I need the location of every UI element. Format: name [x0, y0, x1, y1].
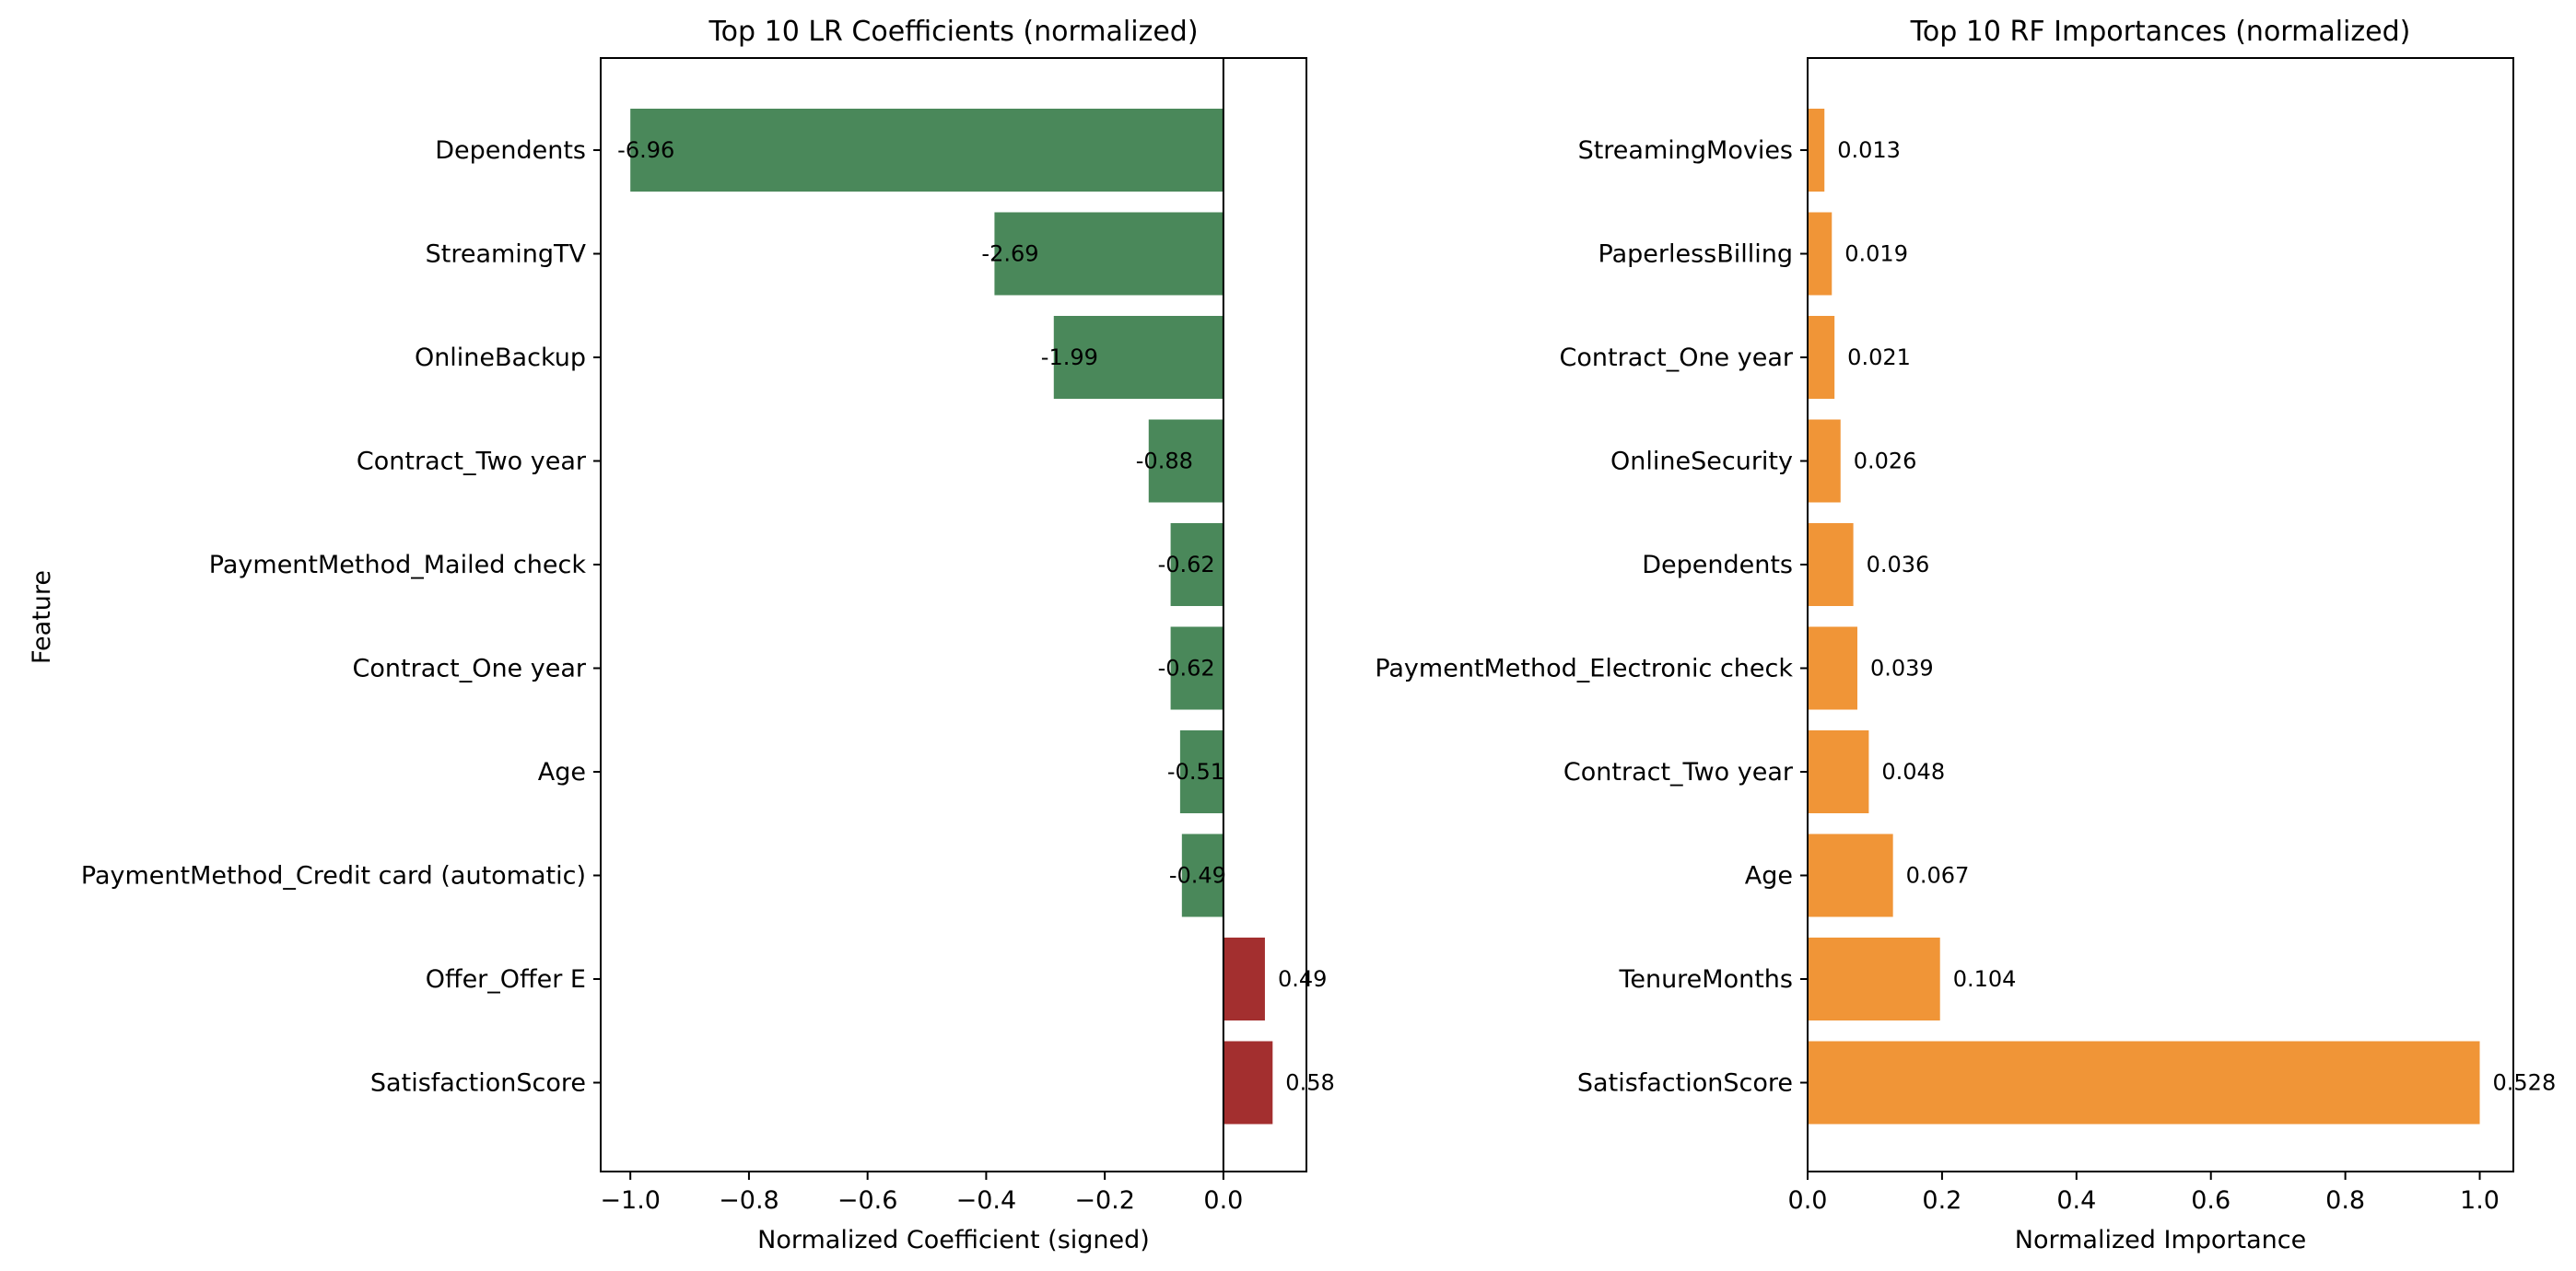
rf-bar [1808, 212, 1832, 296]
rf-bar [1808, 316, 1835, 399]
rf-x-axis-label: Normalized Importance [2015, 1226, 2306, 1254]
lr-bar [1148, 419, 1224, 503]
lr-bar [1053, 316, 1224, 399]
lr-data-label: -0.62 [1158, 656, 1215, 682]
lr-bar [1179, 730, 1224, 813]
lr-data-label: -6.96 [617, 137, 674, 163]
rf-category-label: PaperlessBilling [1598, 240, 1794, 269]
lr-x-axis-label: Normalized Coefficient (signed) [757, 1226, 1150, 1254]
lr-x-tick-label: −1.0 [600, 1186, 661, 1215]
rf-data-label: 0.021 [1847, 344, 1911, 370]
lr-category-label: StreamingTV [426, 240, 587, 269]
rf-category-label: Age [1745, 862, 1793, 891]
rf-bar [1808, 419, 1841, 503]
lr-x-tick-label: −0.6 [837, 1186, 898, 1215]
rf-category-label: TenureMonths [1618, 965, 1793, 994]
lr-bar [1223, 938, 1265, 1020]
lr-category-label: PaymentMethod_Mailed check [209, 551, 587, 579]
rf-data-label: 0.013 [1837, 137, 1901, 163]
lr-bar [1170, 523, 1224, 606]
lr-category-label: Dependents [435, 136, 586, 165]
lr-category-label: Contract_Two year [357, 448, 587, 476]
rf-x-tick-label: 0.6 [2191, 1186, 2231, 1215]
rf-data-label: 0.039 [1870, 656, 1934, 682]
lr-bar [630, 109, 1224, 192]
rf-category-label: Contract_Two year [1563, 758, 1794, 787]
lr-category-label: SatisfactionScore [370, 1069, 586, 1098]
rf-bar [1808, 938, 1940, 1020]
lr-data-label: 0.49 [1278, 966, 1327, 992]
lr-plot-frame [600, 57, 1307, 1172]
rf-bar [1808, 730, 1869, 813]
rf-category-label: PaymentMethod_Electronic check [1375, 655, 1793, 683]
rf-data-label: 0.026 [1854, 449, 1917, 474]
lr-chart-title: Top 10 LR Coefficients (normalized) [708, 16, 1198, 48]
lr-data-label: -1.99 [1041, 344, 1098, 370]
rf-category-label: Contract_One year [1560, 344, 1794, 372]
rf-x-tick-label: 0.2 [1922, 1186, 1961, 1215]
lr-data-label: 0.58 [1285, 1070, 1334, 1096]
lr-data-label: -0.49 [1169, 863, 1226, 889]
lr-category-label: Offer_Offer E [426, 965, 586, 994]
lr-coefficients-chart: Top 10 LR Coefficients (normalized) Norm… [28, 16, 1335, 1254]
lr-data-label: -2.69 [981, 241, 1038, 267]
rf-data-label: 0.048 [1881, 759, 1945, 785]
rf-x-tick-label: 0.8 [2325, 1186, 2365, 1215]
lr-data-label: -0.88 [1136, 449, 1193, 474]
rf-chart-title: Top 10 RF Importances (normalized) [1910, 16, 2411, 48]
rf-category-label: StreamingMovies [1578, 136, 1793, 165]
rf-bar [1808, 1041, 2480, 1125]
lr-y-axis-label: Feature [28, 570, 56, 664]
lr-x-tick-label: −0.4 [956, 1186, 1017, 1215]
lr-bar [994, 212, 1224, 296]
rf-x-tick-label: 0.0 [1788, 1186, 1828, 1215]
rf-data-label: 0.104 [1953, 966, 2017, 992]
lr-category-label: PaymentMethod_Credit card (automatic) [81, 862, 586, 891]
lr-marks: Dependents -6.96 StreamingTV -2.69 OnlineBac… [81, 58, 1335, 1215]
rf-bar [1808, 109, 1825, 192]
rf-data-label: 0.036 [1867, 552, 1930, 577]
lr-x-tick-label: 0.0 [1203, 1186, 1243, 1215]
rf-bar [1808, 523, 1854, 606]
rf-data-label: 0.528 [2493, 1070, 2557, 1096]
lr-bar [1223, 1041, 1273, 1125]
lr-category-label: Age [538, 758, 586, 787]
rf-x-tick-label: 1.0 [2460, 1186, 2500, 1215]
rf-importances-chart: Top 10 RF Importances (normalized) Norma… [1375, 16, 2556, 1254]
lr-bar [1181, 834, 1224, 917]
lr-category-label: OnlineBackup [415, 344, 586, 372]
lr-category-label: Contract_One year [353, 655, 587, 683]
lr-x-tick-label: −0.2 [1074, 1186, 1135, 1215]
lr-data-label: -0.62 [1158, 552, 1215, 577]
rf-category-label: SatisfactionScore [1577, 1069, 1793, 1098]
rf-bar [1808, 626, 1857, 710]
rf-category-label: Dependents [1642, 551, 1793, 579]
rf-data-label: 0.019 [1844, 241, 1908, 267]
rf-bar [1808, 834, 1893, 917]
rf-plot-frame [1807, 57, 2514, 1172]
lr-x-tick-label: −0.8 [719, 1186, 779, 1215]
lr-bar [1170, 626, 1224, 710]
lr-data-label: -0.51 [1167, 759, 1224, 785]
rf-x-tick-label: 0.4 [2056, 1186, 2096, 1215]
rf-data-label: 0.067 [1906, 863, 1970, 889]
rf-category-label: OnlineSecurity [1610, 448, 1793, 476]
